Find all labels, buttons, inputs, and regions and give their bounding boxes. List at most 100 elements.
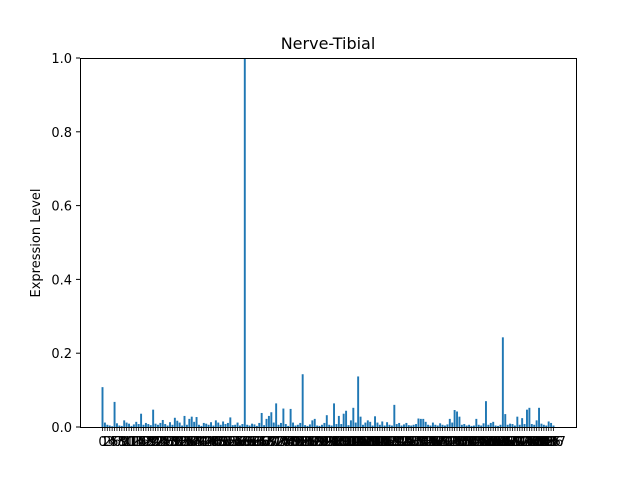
x-tick-label: 97 [328,435,345,450]
bars-group [101,58,555,427]
x-tick-label: 184 [534,435,559,450]
x-tick-label: 137 [420,435,445,450]
x-tick-label: 152 [457,435,482,450]
bar [364,422,367,427]
x-tick-label: 60 [239,435,256,450]
x-tick-label: 98 [331,435,348,450]
x-tick-label: 140 [428,435,453,450]
bar [347,425,350,427]
bar [390,425,393,427]
bar [306,425,309,427]
x-tick-label: 124 [389,435,414,450]
bar [366,420,369,427]
x-tick-label: 24 [152,435,169,450]
x-tick-label: 59 [237,435,254,450]
bar [424,421,427,427]
bar [516,416,519,427]
bar [311,420,314,427]
x-tick-label: 178 [519,435,544,450]
bar [465,425,468,427]
x-tick-label: 75 [275,435,292,450]
bar [214,420,217,427]
x-tick-label: 145 [440,435,465,450]
bar [403,424,405,427]
x-tick-label: 89 [309,435,326,450]
x-tick-label: 23 [150,435,167,450]
x-tick-label: 167 [493,435,518,450]
x-tick-label: 11 [121,435,138,450]
x-tick-label: 153 [459,435,484,450]
bar [345,410,348,427]
x-tick-label: 173 [507,435,532,450]
bar [142,424,145,427]
bar [224,424,227,427]
y-axis-ticks: 0.0 0.2 0.4 0.6 0.8 1.0 [51,52,80,436]
bar [294,425,297,427]
x-tick-label: 4 [108,435,116,450]
x-tick-label: 171 [502,435,527,450]
x-tick-label: 186 [539,435,564,450]
bar [456,411,458,427]
x-tick-label: 143 [435,435,460,450]
x-tick-label: 2 [103,435,111,450]
bar [157,424,159,427]
bar [272,422,275,427]
bar [154,423,157,427]
x-tick-label: 133 [411,435,436,450]
x-tick-label: 183 [531,435,556,450]
x-tick-label: 54 [224,435,241,450]
bar [169,422,171,427]
bar [441,424,444,427]
x-tick-label: 7 [115,435,123,450]
x-tick-label: 86 [302,435,319,450]
bar [458,416,461,427]
x-tick-label: 114 [365,435,390,450]
x-tick-label: 5 [110,435,118,450]
x-tick-label: 39 [188,435,205,450]
x-tick-label: 104 [341,435,366,450]
x-tick-label: 13 [126,435,143,450]
bar [533,424,536,427]
x-tick-label: 174 [510,435,535,450]
bar [159,422,162,427]
bar [178,422,181,427]
bar [427,424,430,427]
x-tick-label: 57 [232,435,249,450]
x-tick-label: 92 [316,435,333,450]
x-tick-label: 28 [162,435,179,450]
x-tick-label: 91 [314,435,331,450]
x-tick-label: 17 [135,435,152,450]
bar [128,423,130,427]
y-tick-label: 0.8 [51,126,72,141]
x-tick-label: 37 [183,435,200,450]
bar [552,425,555,427]
bar [149,425,152,427]
bar [258,422,261,427]
x-tick-label: 168 [495,435,520,450]
bar [181,425,184,427]
x-tick-label: 61 [241,435,258,450]
bar [301,374,304,427]
x-tick-label: 84 [297,435,314,450]
bar [284,424,287,427]
bar [241,424,244,427]
x-tick-label: 149 [449,435,474,450]
bar [212,425,215,427]
x-tick-label: 20 [142,435,159,450]
x-tick-label: 94 [321,435,338,450]
x-tick-label: 69 [261,435,278,450]
bar [123,420,126,427]
bar [255,425,258,427]
bar [193,421,196,427]
bar [243,58,246,427]
bar [195,417,198,427]
bar [342,413,345,427]
x-tick-label: 80 [287,435,304,450]
bar [246,424,249,427]
x-tick-label: 148 [447,435,472,450]
x-tick-label: 62 [244,435,261,450]
x-tick-label: 15 [130,435,147,450]
x-tick-label: 175 [512,435,537,450]
x-tick-label: 147 [445,435,470,450]
x-tick-label: 41 [193,435,210,450]
